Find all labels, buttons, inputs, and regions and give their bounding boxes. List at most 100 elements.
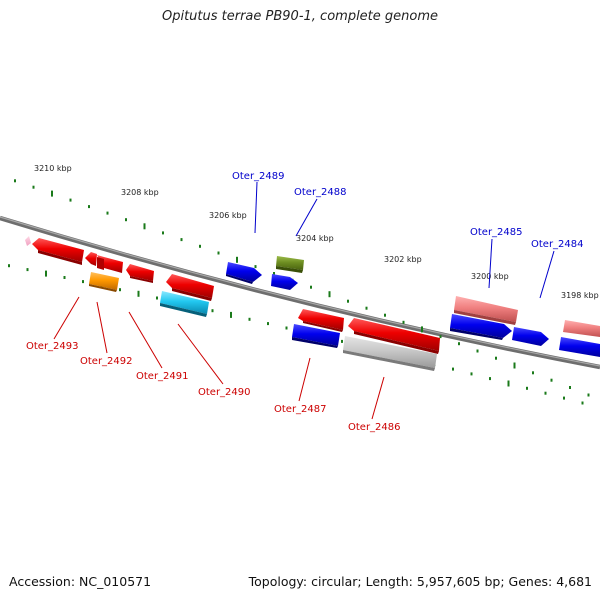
lower-tick-mark	[470, 372, 473, 376]
gene-oter-2486-top-arrow[interactable]	[348, 318, 440, 354]
lower-tick-mark	[581, 401, 584, 405]
gene-leader-line	[53, 296, 80, 340]
gene-oter-2492-top-arrow[interactable]	[85, 252, 97, 266]
forward-strand-features	[25, 236, 600, 354]
upper-tick-mark	[162, 231, 164, 235]
gene-oter-2487-blue-box[interactable]	[292, 324, 340, 348]
upper-tick-mark	[421, 326, 423, 333]
kbp-tick-label: 3198 kbp	[561, 291, 599, 300]
gene-oter-2488-arrow[interactable]	[276, 256, 304, 273]
lower-tick-mark	[507, 380, 510, 387]
gene-pink-right-arrow[interactable]	[563, 320, 600, 337]
gene-oter-2487-top-arrow[interactable]	[298, 309, 344, 332]
upper-tick-mark	[14, 179, 16, 183]
gene-oter-2490-cyan-box[interactable]	[160, 291, 209, 317]
gene-leader-line	[488, 238, 493, 289]
upper-tick-mark	[199, 244, 201, 248]
gene-label-bottom[interactable]: Oter_2490	[198, 387, 251, 398]
lower-tick-mark	[563, 396, 565, 400]
gene-leader-line	[371, 376, 385, 420]
upper-tick-mark	[495, 356, 497, 360]
upper-tick-mark	[217, 251, 220, 255]
upper-tick-mark	[273, 272, 275, 275]
kbp-tick-label: 3206 kbp	[209, 211, 247, 220]
upper-tick-mark	[88, 205, 90, 209]
lower-tick-mark	[267, 322, 269, 326]
upper-tick-mark	[550, 378, 553, 382]
gene-label-top[interactable]: Oter_2489	[232, 171, 285, 182]
upper-tick-mark	[513, 362, 516, 369]
lower-tick-mark	[341, 339, 343, 343]
upper-tick-mark	[180, 238, 183, 242]
kbp-tick-label: 3202 kbp	[384, 255, 422, 264]
gene-oter-2489-arrow[interactable]	[226, 262, 262, 284]
map-title: Opitutus terrae PB90-1, complete genome	[161, 9, 439, 24]
lower-tick-mark	[248, 317, 251, 321]
gene-leader-line	[254, 181, 258, 234]
gene-label-top[interactable]: Oter_2488	[294, 187, 347, 198]
gene-oter-2492-arrow[interactable]	[97, 255, 123, 273]
lower-tick-mark	[156, 296, 158, 300]
upper-tick-mark	[347, 299, 349, 303]
upper-tick-mark	[236, 256, 238, 263]
upper-tick-mark	[384, 313, 386, 317]
gene-light-pink-arrow[interactable]	[25, 236, 31, 246]
lower-tick-mark	[211, 309, 214, 313]
gene-leader-line	[96, 301, 108, 354]
gene-oter-2491-arrow[interactable]	[126, 264, 154, 283]
upper-tick-mark	[402, 320, 405, 324]
lower-tick-mark	[82, 280, 84, 284]
upper-tick-mark	[51, 190, 53, 197]
upper-tick-mark	[532, 371, 534, 375]
gene-label-top[interactable]: Oter_2485	[470, 227, 523, 238]
lower-tick-mark	[8, 264, 10, 268]
genome-backbone-highlight	[0, 216, 600, 367]
upper-tick-mark	[365, 306, 368, 310]
upper-tick-mark	[328, 291, 331, 298]
reverse-strand-features	[89, 272, 600, 371]
genome-summary-text: Topology: circular; Length: 5,957,605 bp…	[248, 574, 592, 589]
gene-oter-2492-orange-box[interactable]	[89, 272, 119, 292]
gene-oter-2485-pink-arrow[interactable]	[454, 296, 518, 325]
lower-tick-mark	[137, 290, 140, 297]
upper-tick-mark	[254, 265, 257, 269]
gene-oter-2486-gray-box[interactable]	[343, 336, 437, 371]
gene-oter-2485-blue-arrow[interactable]	[450, 314, 512, 340]
upper-tick-mark	[439, 335, 442, 339]
gene-blue-right-edge-box[interactable]	[559, 337, 600, 357]
gene-label-top[interactable]: Oter_2484	[531, 239, 584, 250]
kbp-tick-label: 3204 kbp	[296, 234, 334, 243]
lower-tick-mark	[230, 311, 232, 318]
kbp-tick-label: 3208 kbp	[121, 188, 159, 197]
gene-leader-line	[177, 323, 224, 385]
upper-tick-mark	[310, 285, 312, 289]
gene-label-bottom[interactable]: Oter_2486	[348, 422, 401, 433]
gene-label-bottom[interactable]: Oter_2487	[274, 404, 327, 415]
gene-leader-line	[539, 250, 555, 299]
gene-label-bottom[interactable]: Oter_2492	[80, 356, 133, 367]
accession-text: Accession: NC_010571	[9, 574, 152, 589]
upper-tick-mark	[106, 211, 109, 215]
lower-tick-mark	[63, 276, 66, 279]
upper-tick-mark	[125, 218, 127, 222]
gene-oter-2490-arrow[interactable]	[166, 274, 214, 301]
lower-tick-mark	[489, 377, 491, 381]
gene-oter-2484-blue-arrow[interactable]	[512, 327, 549, 346]
upper-tick-mark	[32, 185, 35, 189]
upper-tick-mark	[458, 342, 460, 346]
upper-tick-mark	[476, 349, 479, 353]
gene-leader-line	[128, 311, 163, 369]
lower-tick-mark	[45, 270, 47, 277]
gene-blue-small-arrow[interactable]	[271, 274, 298, 290]
genome-backbone	[0, 215, 600, 370]
upper-tick-mark	[569, 386, 571, 389]
gene-leader-line	[295, 198, 318, 237]
gene-oter-2493-arrow[interactable]	[32, 238, 84, 265]
lower-tick-mark	[452, 367, 454, 371]
gene-label-bottom[interactable]: Oter_2493	[26, 341, 79, 352]
gene-leader-line	[298, 357, 311, 402]
gene-label-bottom[interactable]: Oter_2491	[136, 371, 189, 382]
lower-tick-mark	[119, 288, 121, 292]
label-layer: 3210 kbp 3208 kbp 3206 kbp 3204 kbp 3202 kbp…	[26, 164, 599, 433]
